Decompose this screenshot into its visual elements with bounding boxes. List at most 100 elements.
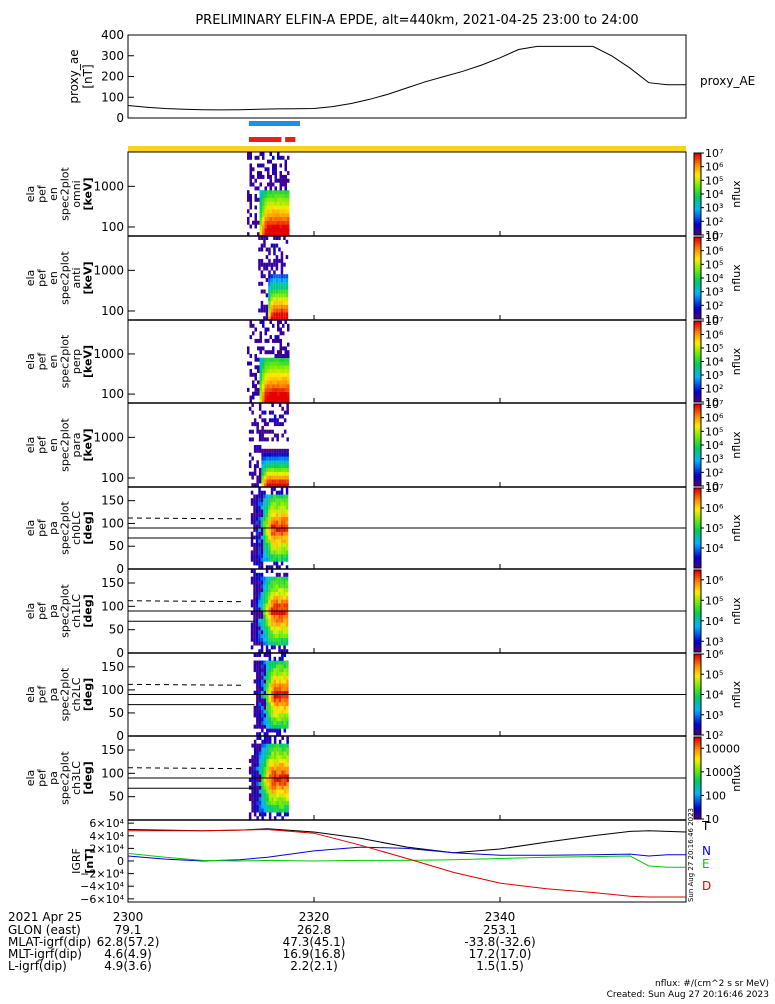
spectrogram-cell: [260, 542, 264, 547]
spectrogram-cell: [267, 350, 270, 355]
spectrogram-cell: [273, 736, 277, 740]
colorbar-segment: [694, 528, 701, 531]
spectrogram-cell: [281, 675, 284, 680]
spectrogram-cell: [281, 702, 284, 706]
spectrogram-cell: [253, 789, 257, 794]
spectrogram-cell: [261, 724, 264, 729]
spectrogram-cell: [269, 372, 272, 377]
spectrogram-cell: [278, 789, 282, 794]
spectrogram-cell: [252, 391, 255, 396]
colorbar-segment: [694, 442, 701, 446]
spectrogram-cell: [250, 498, 254, 503]
colorbar-segment: [694, 420, 701, 423]
spectrogram-cell: [258, 694, 262, 699]
colorbar-segment: [694, 631, 701, 634]
spectrogram-cell: [261, 743, 264, 748]
colorbar-tick-label: 10⁶: [705, 412, 724, 425]
spectrogram-cell: [261, 709, 264, 714]
colorbar-segment: [694, 381, 701, 385]
spectrogram-cell: [256, 679, 259, 684]
spectrogram-cell: [268, 789, 272, 794]
spectrogram-cell: [283, 528, 286, 532]
spectrogram-cell: [283, 410, 287, 415]
spectrogram-cell: [282, 232, 285, 237]
spectrogram-cell: [269, 152, 272, 156]
spectrogram-cell: [268, 751, 272, 756]
spectrogram-cell: [282, 216, 285, 221]
colorbar-tick-label: 10⁴: [705, 272, 724, 285]
spectrogram-cell: [253, 808, 257, 813]
spectrogram-cell: [261, 690, 264, 695]
spectrogram-cell: [276, 762, 279, 767]
spectrogram-cell: [252, 380, 255, 385]
colorbar-segment: [694, 304, 701, 307]
spectrogram-cell: [258, 501, 261, 506]
spectrogram-cell: [264, 167, 267, 172]
spectrogram-cell: [269, 380, 272, 385]
colorbar-segment: [694, 704, 701, 707]
spectrogram-cell: [280, 487, 284, 491]
spectrogram-cell: [280, 270, 284, 275]
spectrogram-cell: [275, 591, 279, 596]
spectrogram-cell: [273, 758, 277, 763]
colorbar-segment: [694, 500, 701, 503]
spectrogram-cell: [274, 220, 277, 225]
spectrogram-cell: [283, 312, 286, 317]
spectrogram-cell: [278, 550, 281, 555]
colorbar-segment: [694, 522, 701, 525]
spectrogram-cell: [263, 464, 267, 469]
spectrogram-cell: [278, 618, 281, 623]
spectrogram-cell: [278, 690, 282, 695]
spectrogram-cell: [285, 599, 289, 604]
spectrogram-cell: [283, 576, 286, 581]
spectrogram-cell: [287, 224, 290, 229]
spectrogram-cell: [263, 766, 267, 771]
spectrogram-cell: [263, 626, 266, 631]
spectrogram-cell: [248, 452, 252, 457]
spectrogram-cell: [261, 694, 264, 699]
spectrogram-cell: [266, 793, 269, 798]
spectrogram-cell: [275, 539, 279, 544]
spectrogram-cell: [254, 220, 257, 225]
spectrogram-cell: [286, 720, 289, 725]
spectrogram-cell: [258, 797, 262, 802]
spectrogram-cell: [273, 694, 277, 699]
colorbar-tick-label: 10⁵: [705, 594, 723, 607]
spectrogram-cell: [260, 607, 264, 612]
spectrogram-cell: [268, 713, 272, 718]
igrf-ytick-label: −4×10⁴: [80, 880, 124, 893]
ephem-row-label: GLON (east): [8, 923, 81, 937]
spectrogram-cell: [264, 376, 267, 381]
spectrogram-cell: [282, 205, 285, 210]
spectrogram-cell: [276, 479, 279, 484]
spectrogram-cell: [266, 679, 269, 684]
spectrogram-cell: [280, 561, 284, 566]
spectrogram-cell: [261, 698, 264, 703]
spectrogram-cell: [284, 380, 287, 385]
colorbar-segment: [694, 393, 701, 397]
spectrogram-cell: [266, 483, 269, 488]
spectrogram-cell: [276, 702, 279, 706]
spectrogram-cell: [280, 614, 284, 619]
spectrogram-cell: [278, 781, 282, 786]
spectrogram-cell: [275, 614, 279, 619]
spectrogram-cell: [255, 572, 259, 577]
spectrogram-cell: [278, 804, 282, 809]
colorbar-segment: [694, 710, 701, 714]
spectrogram-cell: [273, 626, 276, 631]
spectrogram-cell: [259, 197, 262, 202]
ephem-value: 4.9(3.6): [104, 959, 152, 973]
spectrogram-cell: [271, 770, 274, 775]
spectrogram-cell: [261, 778, 264, 782]
spectrogram-cell: [261, 774, 264, 779]
spectrogram-cell: [277, 327, 280, 332]
spectrogram-cell: [283, 698, 287, 703]
spectrogram-cell: [283, 494, 286, 499]
spectrogram-cell: [256, 816, 259, 821]
colorbar-segment: [694, 461, 701, 464]
spectrogram-cell: [283, 804, 287, 809]
spectrogram-cell: [250, 645, 254, 650]
spectrogram-cell: [268, 281, 271, 286]
spectrogram-cell: [275, 505, 279, 510]
colorbar-segment: [694, 743, 701, 746]
